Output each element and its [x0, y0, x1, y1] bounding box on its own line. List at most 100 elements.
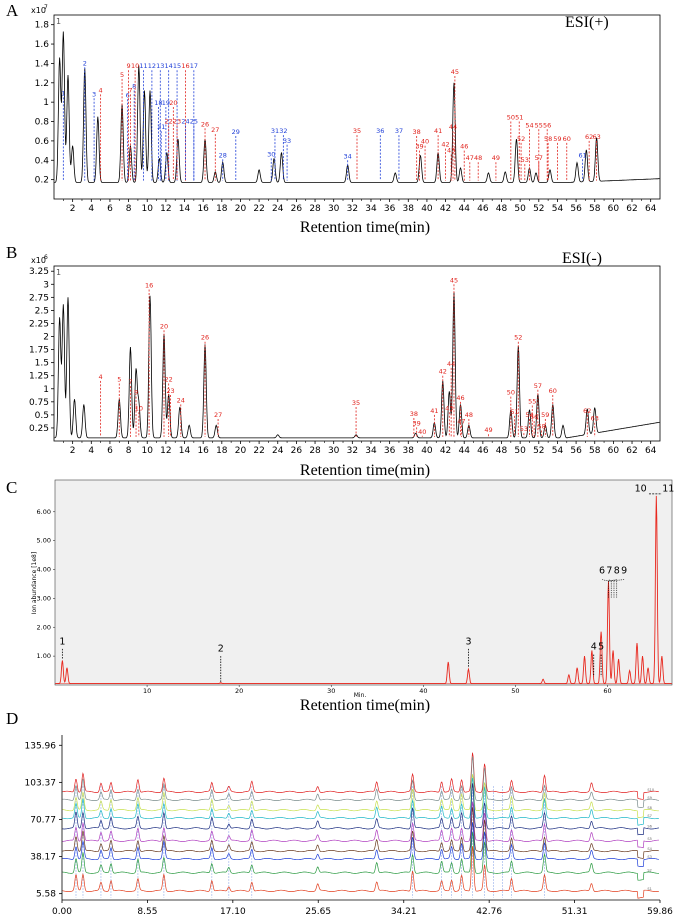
peak-label: 27	[211, 126, 219, 134]
panel-b-esi-negative: B ESI(-) x10 6 2 4 6 8 10 12 14 16 18 20 22 24 26 28 3…	[6, 243, 661, 479]
peak-label: 19	[162, 99, 170, 107]
peak-label: 38	[413, 128, 421, 136]
peak-label: 59	[553, 135, 561, 143]
peak-label: 46	[460, 143, 468, 151]
y-tick-label: 1.00	[37, 652, 51, 660]
x-tick-label: 50	[514, 204, 526, 214]
x-tick-label: 22	[253, 446, 264, 456]
peak-label: 55	[528, 397, 536, 405]
peak-leader-line	[608, 579, 610, 582]
sample-trace	[62, 756, 659, 808]
x-tick-label: 2	[70, 446, 76, 456]
peak-label: 42	[439, 368, 447, 376]
trace-number: 1	[56, 17, 61, 26]
panel-b-x-axis-title: Retention time(min)	[300, 462, 430, 479]
x-tick-label: 10	[142, 446, 154, 456]
y-tick-label: 1.4	[35, 59, 50, 69]
x-tick-label: 12	[160, 446, 171, 456]
peak-label: 41	[430, 407, 438, 415]
peak-label: 47	[466, 154, 474, 162]
x-tick-label: 4	[88, 446, 94, 456]
peak-label: 10	[635, 483, 647, 494]
y-tick-label: 1	[43, 98, 49, 108]
x-tick-label: 30	[328, 446, 340, 456]
peak-label: 32	[279, 127, 287, 135]
x-tick-label: 38	[403, 446, 415, 456]
panel-d-plot-area: 0.00 8.55 17.10 25.65 34.21 42.76 51.31 59.86 5.…	[25, 735, 673, 917]
y-tick-label: 70.77	[30, 815, 56, 825]
x-tick-label: 52	[533, 446, 544, 456]
peak-label: 4	[591, 642, 597, 653]
x-tick-label: 32	[347, 446, 358, 456]
y-tick-label: 0.4	[35, 156, 50, 166]
y-tick-label: 1.2	[35, 79, 49, 89]
y-tick-label: 0.8	[35, 118, 50, 128]
x-tick-label: 38	[403, 204, 415, 214]
panel-a-label: A	[6, 1, 19, 20]
peak-label: 25	[190, 117, 198, 125]
x-tick-label: 54	[552, 204, 564, 214]
x-tick-label: 32	[347, 204, 358, 214]
peak-label: 8	[132, 83, 136, 91]
x-tick-label: 6	[107, 204, 113, 214]
x-tick-label: 44	[458, 204, 470, 214]
y-tick-label: 1.75	[29, 346, 49, 356]
peak-label: 20	[169, 99, 177, 107]
x-tick-label: 8.55	[137, 907, 157, 917]
panel-a-scale-label: x10	[31, 6, 46, 15]
y-tick-label: 38.17	[30, 853, 56, 863]
peak-label: 51	[510, 408, 518, 416]
x-tick-label: 0.00	[52, 907, 72, 917]
peak-label: 4	[99, 86, 103, 94]
x-tick-label: 34	[365, 204, 377, 214]
y-tick-label: 0.6	[35, 137, 50, 147]
peak-label: 28	[219, 151, 227, 159]
peak-label: 2	[83, 59, 87, 67]
peak-label: 22	[165, 376, 173, 384]
y-tick-label: 2.75	[29, 293, 49, 303]
peak-label: 16	[181, 62, 189, 70]
x-tick-label: 51.31	[562, 907, 588, 917]
panel-d-overlaid-fingerprints: D 0.00 8.55 17.10 25.65 34.21 42.76 51.31 59.86…	[6, 709, 673, 917]
y-tick-label: 0.75	[29, 398, 49, 408]
peak-label: 37	[395, 127, 403, 135]
x-tick-label: 52	[533, 204, 544, 214]
peak-label: 4	[99, 373, 103, 381]
panel-c-x-axis-title: Retention time(min)	[300, 697, 430, 714]
peak-label: 40	[421, 138, 429, 146]
x-tick-label: 12	[160, 204, 171, 214]
x-tick-label: 16	[197, 446, 209, 456]
peak-label: 40	[418, 428, 426, 436]
peak-label: 44	[449, 123, 457, 131]
peak-label: 52	[517, 135, 525, 143]
y-tick-label: 1.6	[35, 40, 50, 50]
x-tick-label: 22	[253, 204, 264, 214]
peak-label: 43	[447, 146, 455, 154]
y-tick-label: 3.25	[29, 267, 49, 277]
x-tick-label: 42.76	[476, 907, 502, 917]
peak-label: 13	[156, 62, 164, 70]
peak-label: 58	[537, 423, 545, 431]
x-tick-label: 58	[589, 446, 601, 456]
x-tick-label: 64	[645, 446, 657, 456]
x-tick-label: 36	[384, 204, 396, 214]
y-tick-label: 0.2	[35, 176, 49, 186]
peak-label: 41	[434, 127, 442, 135]
sample-trace-label: S5	[647, 837, 651, 841]
sample-trace-label: S6	[647, 824, 651, 828]
panel-c-label: C	[6, 478, 17, 497]
peak-label: 22	[165, 117, 173, 125]
peak-label: 63	[592, 133, 600, 141]
peak-label: 56	[543, 121, 551, 129]
peak-label: 49	[484, 426, 492, 434]
x-tick-label: 2	[70, 204, 76, 214]
x-tick-label: 34.21	[391, 907, 417, 917]
peak-label: 35	[353, 127, 361, 135]
sample-trace-label: S10	[647, 788, 654, 792]
x-tick-label: 40	[421, 204, 433, 214]
peak-label: 61	[578, 151, 586, 159]
panel-a-scale-exponent: 7	[44, 4, 48, 11]
panel-a-x-axis-title: Retention time(min)	[300, 219, 430, 236]
y-tick-label: 1.25	[29, 372, 49, 382]
x-tick-label: 62	[626, 446, 637, 456]
